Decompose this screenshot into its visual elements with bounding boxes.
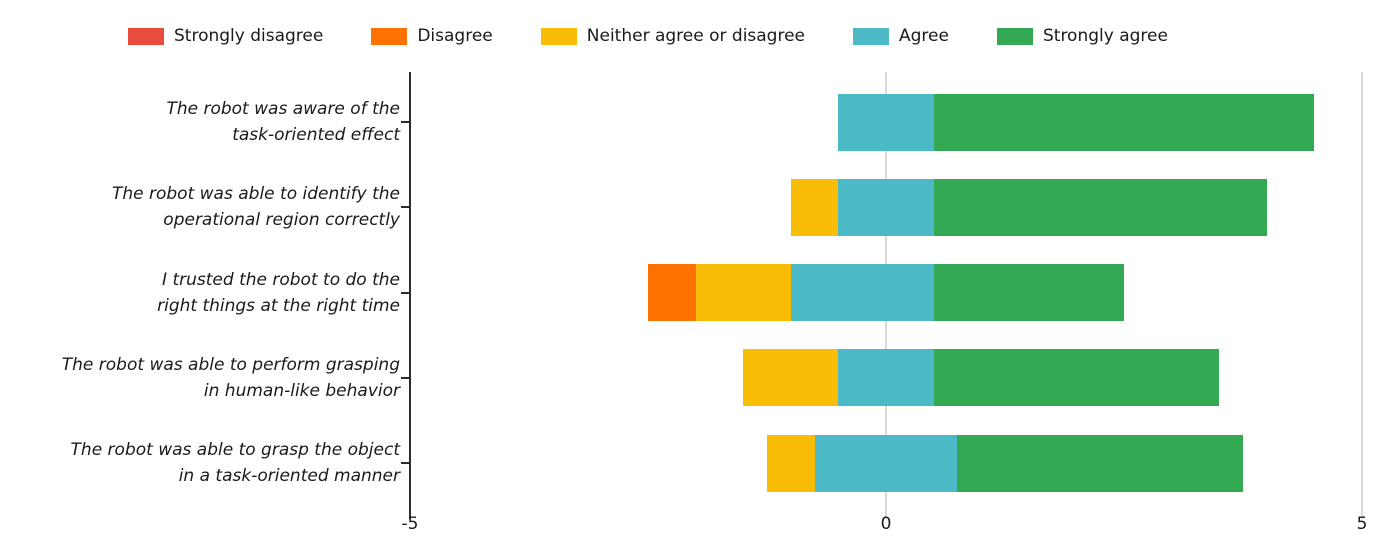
y-tick-row-4 — [401, 376, 410, 379]
y-tick-row-5 — [401, 462, 410, 465]
row-label-line: The robot was able to grasp the object — [70, 440, 400, 461]
legend-label: Strongly disagree — [174, 25, 324, 46]
bar-agree-row-3 — [790, 264, 934, 322]
bar-strongly-agree-row-3 — [933, 264, 1124, 322]
disagree-swatch-icon — [371, 27, 408, 45]
agree-swatch-icon — [853, 27, 890, 45]
row-label-line: in human-like behavior — [203, 380, 400, 401]
row-label-line: The robot was able to perform grasping — [61, 354, 400, 375]
row-label-line: The robot was aware of the — [166, 99, 400, 119]
row-label-4: The robot was able to perform grasping in… — [12, 352, 400, 404]
y-tick-row-3 — [401, 291, 410, 294]
y-axis-spine — [409, 72, 411, 519]
legend-item-disagree: Disagree — [371, 25, 493, 46]
row-label-line: right things at the right time — [157, 295, 400, 316]
x-tick-label--5: -5 — [401, 514, 419, 534]
legend-label: Neither agree or disagree — [586, 25, 806, 46]
x-tick-label-5: 5 — [1356, 514, 1368, 534]
row-label-5: The robot was able to grasp the object in… — [12, 437, 400, 489]
legend-item-strongly-disagree: Strongly disagree — [128, 25, 324, 46]
bar-strongly-agree-row-5 — [957, 434, 1243, 492]
legend-label: Agree — [899, 25, 949, 46]
legend-item-neither-agree-or-disagree: Neither agree or disagree — [540, 25, 806, 46]
row-label-line: operational region correctly — [163, 210, 400, 231]
strongly-agree-swatch-icon — [996, 27, 1033, 45]
strongly-disagree-swatch-icon — [128, 27, 164, 45]
row-label-line: The robot was able to identify the — [111, 184, 400, 205]
bar-neither-agree-or-disagree-row-5 — [767, 434, 815, 492]
bar-neither-agree-or-disagree-row-4 — [743, 349, 839, 407]
bar-neither-agree-or-disagree-row-2 — [790, 178, 839, 236]
bar-strongly-agree-row-4 — [933, 349, 1220, 407]
legend-label: Disagree — [417, 25, 493, 46]
x-tick-label-0: 0 — [880, 514, 892, 534]
bar-agree-row-5 — [814, 434, 958, 492]
bar-neither-agree-or-disagree-row-3 — [695, 264, 791, 322]
row-label-2: The robot was able to identify the operat… — [12, 181, 400, 233]
bar-agree-row-1 — [838, 93, 934, 151]
bar-strongly-agree-row-2 — [933, 178, 1267, 236]
row-label-3: I trusted the robot to do the right thing… — [12, 267, 400, 319]
legend-item-agree: Agree — [853, 25, 949, 46]
bar-strongly-agree-row-1 — [933, 93, 1315, 151]
row-label-line: in a task-oriented manner — [178, 466, 400, 487]
row-label-1: The robot was aware of the task-oriented … — [12, 96, 400, 148]
row-label-line: task-oriented effect — [232, 125, 400, 145]
neither-agree-or-disagree-swatch-icon — [540, 27, 577, 45]
row-label-line: I trusted the robot to do the — [162, 269, 400, 290]
y-tick-row-2 — [401, 206, 410, 209]
legend-label: Strongly agree — [1042, 25, 1168, 46]
bar-agree-row-2 — [838, 178, 934, 236]
gridline-x5 — [1361, 72, 1363, 519]
y-tick-row-1 — [401, 121, 410, 123]
bar-disagree-row-3 — [648, 264, 696, 322]
bar-agree-row-4 — [838, 349, 934, 407]
legend-item-strongly-agree: Strongly agree — [996, 25, 1168, 46]
legend: Strongly disagree Disagree Neither agree o… — [128, 22, 1168, 50]
